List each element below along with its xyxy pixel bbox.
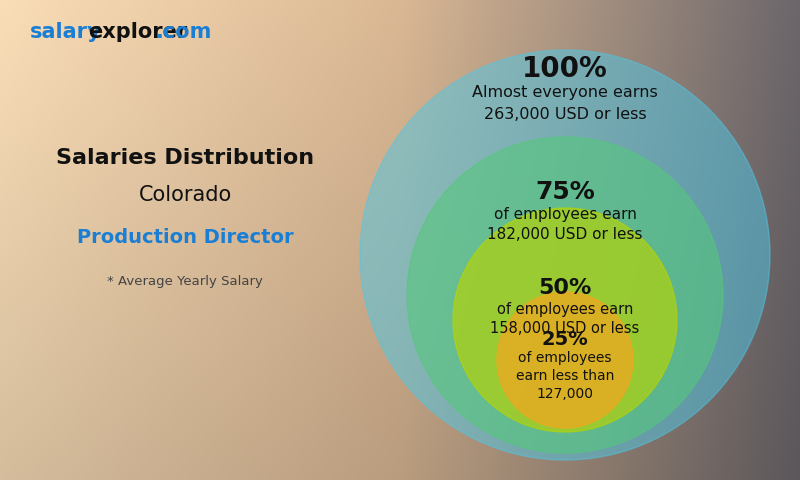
Text: * Average Yearly Salary: * Average Yearly Salary [107,275,263,288]
Text: of employees earn: of employees earn [497,302,633,317]
Text: 100%: 100% [522,55,608,83]
Text: 75%: 75% [535,180,595,204]
Text: explorer: explorer [88,22,187,42]
Text: earn less than: earn less than [516,369,614,383]
Text: 182,000 USD or less: 182,000 USD or less [487,227,642,242]
Circle shape [497,292,633,428]
Text: 263,000 USD or less: 263,000 USD or less [484,107,646,122]
Text: 50%: 50% [538,278,592,298]
Circle shape [453,208,677,432]
Text: salary: salary [30,22,102,42]
Text: of employees: of employees [518,351,612,365]
Text: .com: .com [156,22,212,42]
Text: Salaries Distribution: Salaries Distribution [56,148,314,168]
Text: 127,000: 127,000 [537,387,594,401]
Text: Production Director: Production Director [77,228,294,247]
Text: Almost everyone earns: Almost everyone earns [472,85,658,100]
Text: 158,000 USD or less: 158,000 USD or less [490,321,640,336]
Circle shape [360,50,770,460]
Circle shape [407,137,723,453]
Text: of employees earn: of employees earn [494,207,637,222]
Text: 25%: 25% [542,330,588,349]
Text: Colorado: Colorado [138,185,232,205]
